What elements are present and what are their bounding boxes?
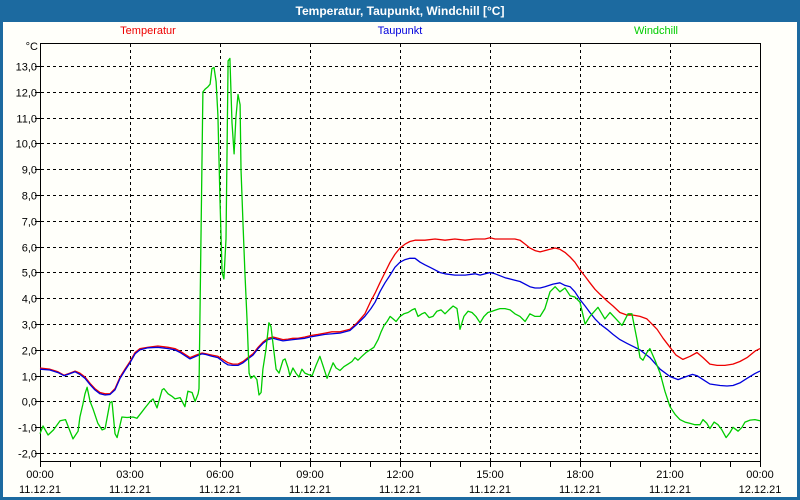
title-bar: Temperatur, Taupunkt, Windchill [°C] — [0, 0, 800, 22]
y-tick-label: 13,0 — [16, 62, 37, 74]
x-tick-date-label: 11.12.21 — [649, 484, 691, 496]
x-tick-time-label: 00:00 — [26, 469, 54, 481]
y-tick-label: 1,0 — [22, 372, 37, 384]
window-title: Temperatur, Taupunkt, Windchill [°C] — [295, 4, 505, 18]
legend-item-taupunkt: Taupunkt — [377, 25, 423, 37]
plot-border — [40, 43, 761, 462]
y-tick-label: -2,0 — [18, 449, 37, 461]
x-tick-time-label: 15:00 — [476, 469, 504, 481]
x-tick-date-label: 11.12.21 — [289, 484, 331, 496]
series-line-taupunkt — [39, 257, 761, 396]
series-line-windchill — [39, 57, 761, 440]
y-tick-label: 4,0 — [22, 294, 37, 306]
y-tick-label: 2,0 — [22, 346, 37, 358]
x-tick-time-label: 06:00 — [206, 469, 234, 481]
series-line-temperatur — [39, 237, 761, 395]
x-tick-date-label: 12.12.21 — [739, 484, 782, 496]
x-tick-time-label: 21:00 — [656, 469, 684, 481]
x-tick-date-label: 11.12.21 — [199, 484, 241, 496]
legend-item-windchill: Windchill — [633, 25, 679, 37]
y-tick-label: 3,0 — [22, 320, 37, 332]
x-tick-date-label: 11.12.21 — [469, 484, 511, 496]
y-tick-label: -1,0 — [18, 423, 37, 435]
y-tick-label: 6,0 — [22, 243, 37, 255]
x-tick-date-label: 11.12.21 — [559, 484, 601, 496]
y-tick-label: 8,0 — [22, 191, 37, 203]
y-tick-label: 10,0 — [16, 139, 37, 151]
x-tick-time-label: 18:00 — [566, 469, 594, 481]
y-axis-unit-label: °C — [25, 41, 38, 53]
x-tick-date-label: 11.12.21 — [109, 484, 151, 496]
y-tick-label: 7,0 — [22, 217, 37, 229]
y-tick-label: 12,0 — [16, 88, 37, 100]
x-tick-time-label: 03:00 — [116, 469, 144, 481]
y-tick-label: 11,0 — [16, 114, 37, 126]
y-tick-label: 5,0 — [22, 268, 37, 280]
legend-item-temperatur: Temperatur — [120, 25, 176, 37]
x-tick-time-label: 00:00 — [746, 469, 774, 481]
x-tick-time-label: 12:00 — [386, 469, 414, 481]
y-tick-label: 0,0 — [22, 397, 37, 409]
x-tick-date-label: 11.12.21 — [19, 484, 61, 496]
x-tick-time-label: 09:00 — [296, 469, 324, 481]
y-tick-label: 9,0 — [22, 165, 37, 177]
x-tick-date-label: 11.12.21 — [379, 484, 421, 496]
